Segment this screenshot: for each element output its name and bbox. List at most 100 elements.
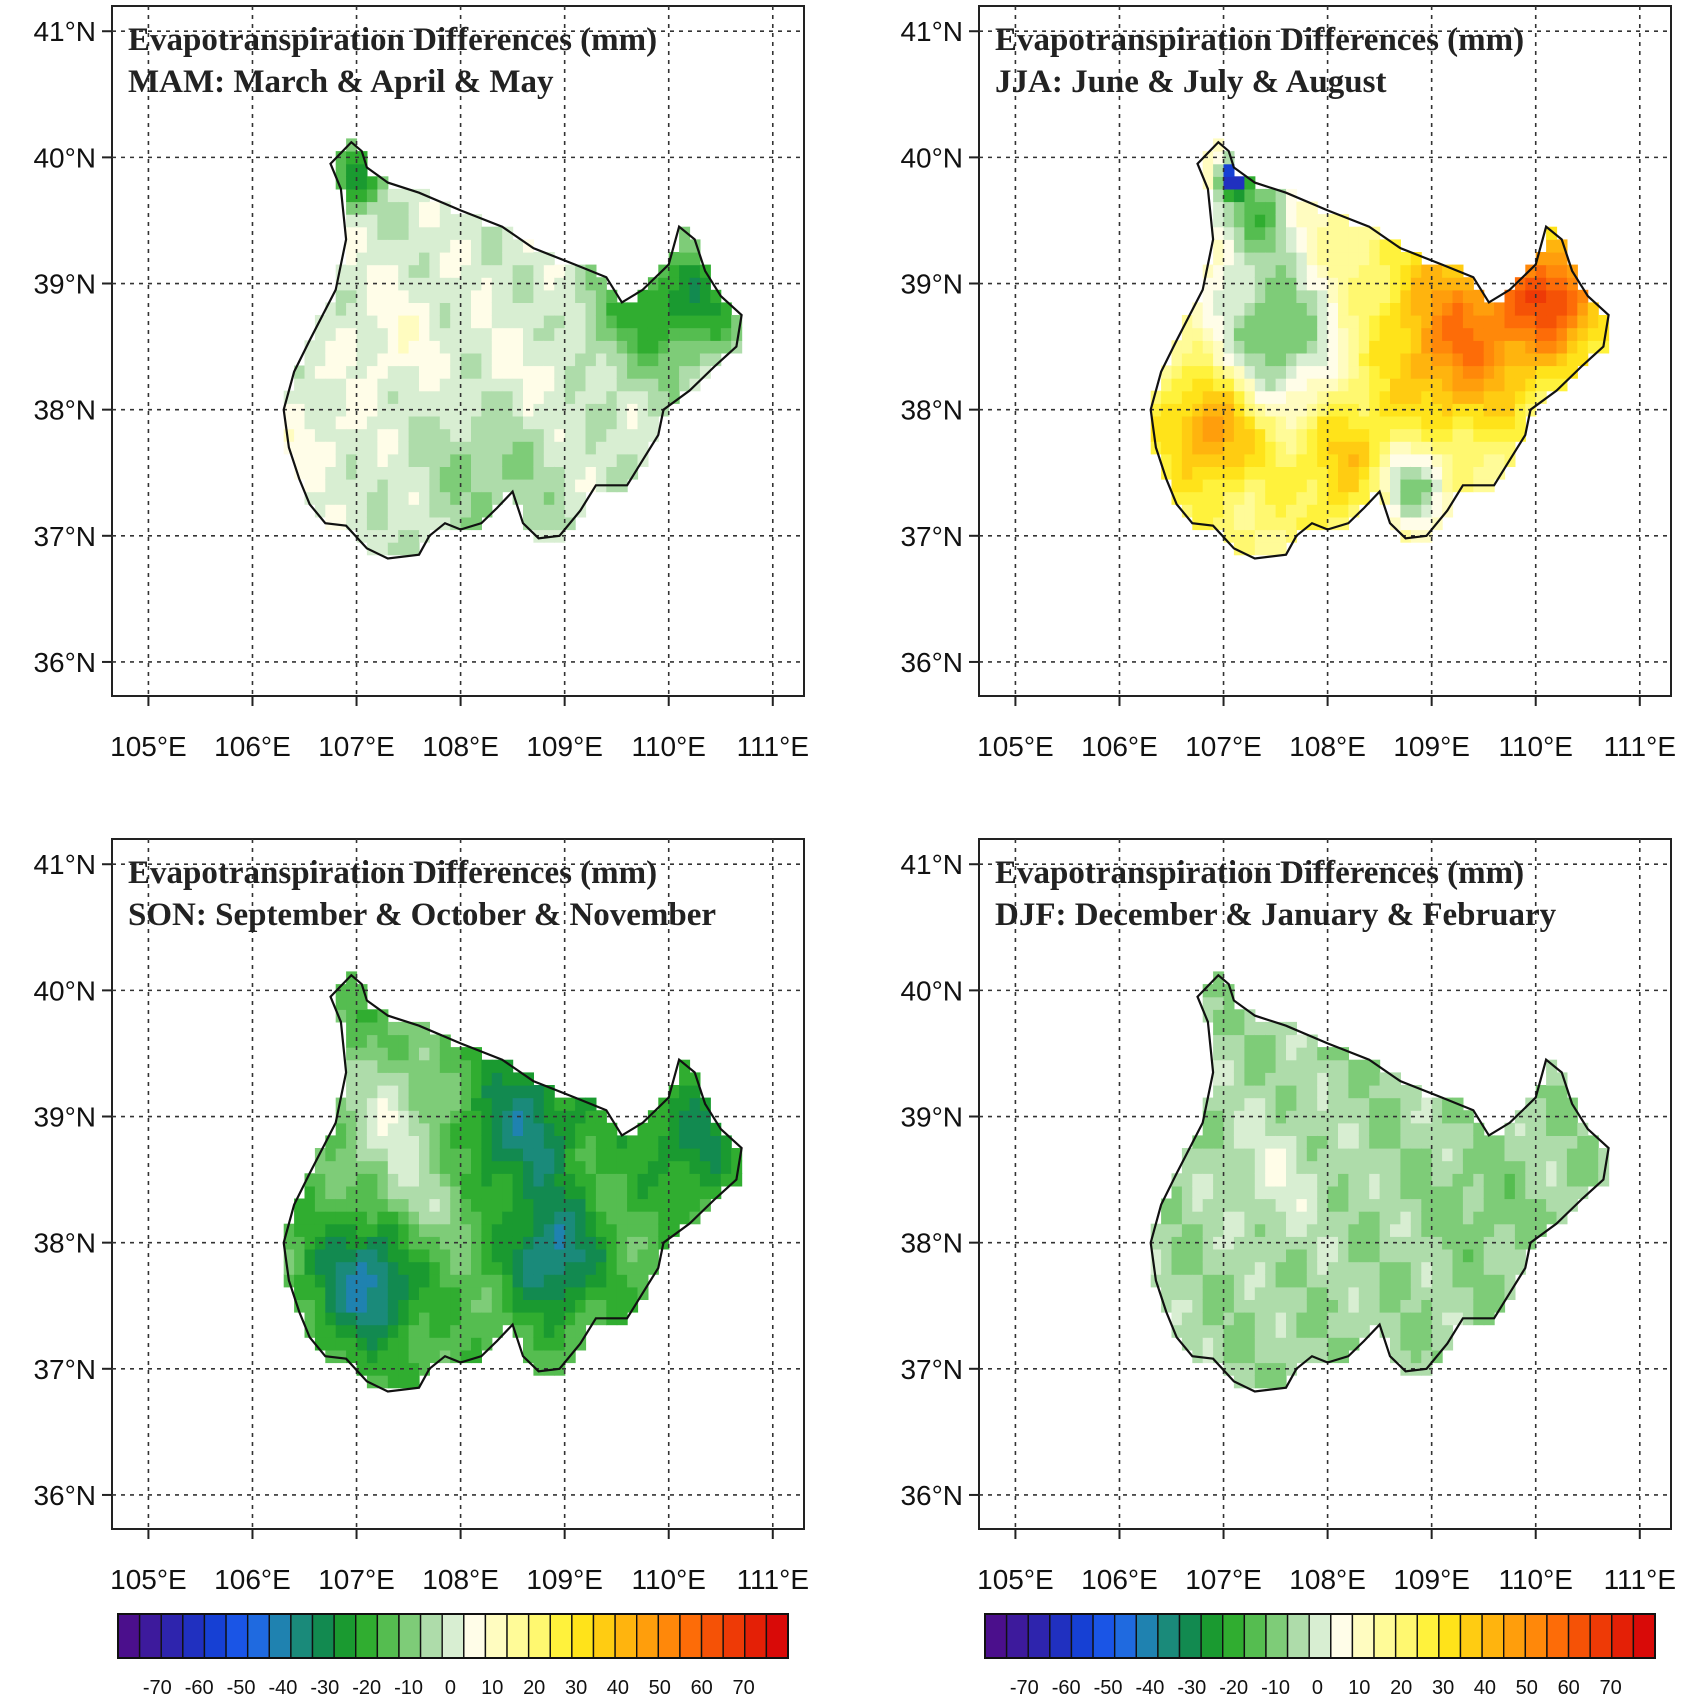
field-cell bbox=[575, 1148, 587, 1162]
field-cell bbox=[1254, 416, 1266, 430]
field-cell bbox=[1400, 1135, 1412, 1149]
field-cell bbox=[387, 239, 399, 253]
field-cell bbox=[1254, 1211, 1266, 1225]
field-cell bbox=[1379, 289, 1391, 303]
field-cell bbox=[1400, 1211, 1412, 1225]
field-cell bbox=[595, 441, 607, 455]
field-cell bbox=[1223, 416, 1235, 430]
field-cell bbox=[1213, 1034, 1225, 1048]
field-cell bbox=[533, 289, 545, 303]
field-cell bbox=[627, 1173, 639, 1187]
field-cell bbox=[1286, 252, 1297, 266]
field-cell bbox=[1223, 453, 1235, 467]
field-cell bbox=[720, 1173, 732, 1187]
field-cell bbox=[1514, 378, 1526, 392]
y-tick-label: 37°N bbox=[900, 521, 963, 552]
field-cell bbox=[1514, 416, 1526, 430]
field-cell bbox=[429, 416, 441, 430]
field-cell bbox=[1286, 428, 1297, 442]
field-cell bbox=[429, 1236, 441, 1250]
field-cell bbox=[595, 315, 607, 329]
field-cell bbox=[439, 416, 451, 430]
field-cell bbox=[1546, 1148, 1558, 1162]
panel-title-line1: Evapotranspiration Differences (mm) bbox=[995, 22, 1524, 58]
field-cell bbox=[366, 378, 378, 392]
field-cell bbox=[419, 214, 430, 228]
field-cell bbox=[1546, 302, 1558, 316]
field-cell bbox=[491, 1173, 503, 1187]
field-cell bbox=[616, 466, 628, 480]
field-cell bbox=[1296, 403, 1308, 417]
field-cell bbox=[471, 1349, 482, 1364]
field-cell bbox=[1338, 466, 1349, 480]
x-tick-label: 111°E bbox=[1604, 1564, 1676, 1595]
y-tick-label: 41°N bbox=[900, 16, 963, 47]
field-cell bbox=[377, 378, 389, 392]
field-cell bbox=[1410, 327, 1422, 341]
field-cell bbox=[1192, 352, 1204, 367]
field-cell bbox=[1473, 365, 1485, 379]
field-cell bbox=[1233, 1085, 1245, 1099]
field-cell bbox=[1525, 302, 1537, 316]
field-cell bbox=[1286, 264, 1297, 278]
field-cell bbox=[1275, 264, 1287, 278]
field-cell bbox=[471, 453, 482, 467]
field-cell bbox=[502, 1059, 514, 1073]
field-cell bbox=[460, 327, 472, 341]
field-cell bbox=[408, 1286, 420, 1300]
field-cell bbox=[1202, 1261, 1214, 1275]
field-cell bbox=[1390, 453, 1401, 467]
field-cell bbox=[398, 365, 410, 379]
field-cell bbox=[523, 1249, 534, 1263]
field-cell bbox=[1556, 264, 1568, 278]
field-cell bbox=[377, 542, 389, 556]
field-cell bbox=[491, 378, 503, 392]
field-cell bbox=[1254, 1274, 1266, 1288]
field-cell bbox=[616, 1299, 628, 1313]
field-cell bbox=[366, 403, 378, 417]
field-cell bbox=[1213, 1135, 1225, 1149]
field-cell bbox=[398, 252, 410, 266]
field-cell bbox=[533, 453, 545, 467]
field-cell bbox=[1483, 1185, 1495, 1200]
field-cell bbox=[1213, 1009, 1225, 1023]
field-cell bbox=[595, 1286, 607, 1300]
field-cell bbox=[575, 352, 587, 367]
field-cell bbox=[627, 1198, 639, 1212]
field-cell bbox=[1213, 163, 1225, 177]
field-cell bbox=[1369, 1072, 1381, 1086]
colorbar-swatch bbox=[722, 1613, 746, 1659]
field-cell bbox=[1431, 352, 1443, 367]
field-cell bbox=[502, 315, 514, 329]
colorbar-swatch bbox=[1135, 1613, 1159, 1659]
field-cell bbox=[523, 302, 534, 316]
field-cell bbox=[377, 239, 389, 253]
field-cell bbox=[314, 479, 326, 493]
field-cell bbox=[1161, 390, 1173, 404]
field-cell bbox=[1421, 315, 1433, 329]
field-cell bbox=[314, 390, 326, 404]
field-cell bbox=[1483, 453, 1495, 467]
colorbar-label: 20 bbox=[523, 1677, 545, 1698]
field-cell bbox=[1431, 390, 1443, 404]
field-cell bbox=[419, 1349, 430, 1364]
field-cell bbox=[1504, 1249, 1516, 1263]
field-cell bbox=[1338, 1047, 1349, 1061]
field-cell bbox=[1525, 1173, 1537, 1187]
field-cell bbox=[481, 277, 493, 291]
field-cell bbox=[1348, 378, 1360, 392]
field-cell bbox=[1379, 1198, 1391, 1212]
field-cell bbox=[1181, 1249, 1193, 1263]
field-cell bbox=[419, 1034, 430, 1048]
field-cell bbox=[356, 441, 368, 455]
field-cell bbox=[1358, 403, 1370, 417]
field-cell bbox=[481, 1097, 493, 1111]
field-cell bbox=[481, 1148, 493, 1162]
field-cell bbox=[1296, 491, 1308, 505]
field-cell bbox=[398, 390, 410, 404]
field-cell bbox=[450, 214, 462, 228]
field-cell bbox=[1556, 340, 1568, 354]
field-cell bbox=[387, 1198, 399, 1212]
field-cell bbox=[1161, 428, 1173, 442]
field-cell bbox=[1233, 1236, 1245, 1250]
